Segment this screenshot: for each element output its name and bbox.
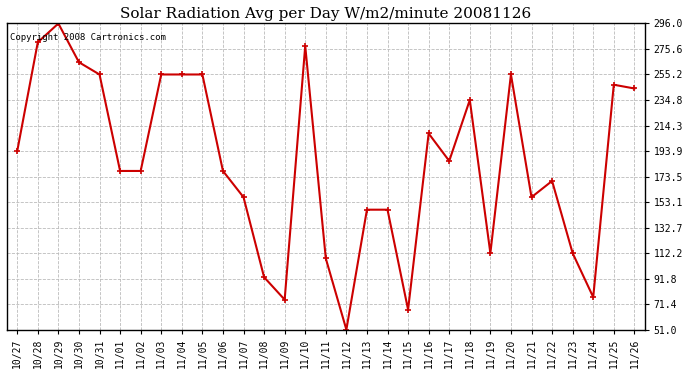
- Text: Copyright 2008 Cartronics.com: Copyright 2008 Cartronics.com: [10, 33, 166, 42]
- Title: Solar Radiation Avg per Day W/m2/minute 20081126: Solar Radiation Avg per Day W/m2/minute …: [120, 7, 531, 21]
